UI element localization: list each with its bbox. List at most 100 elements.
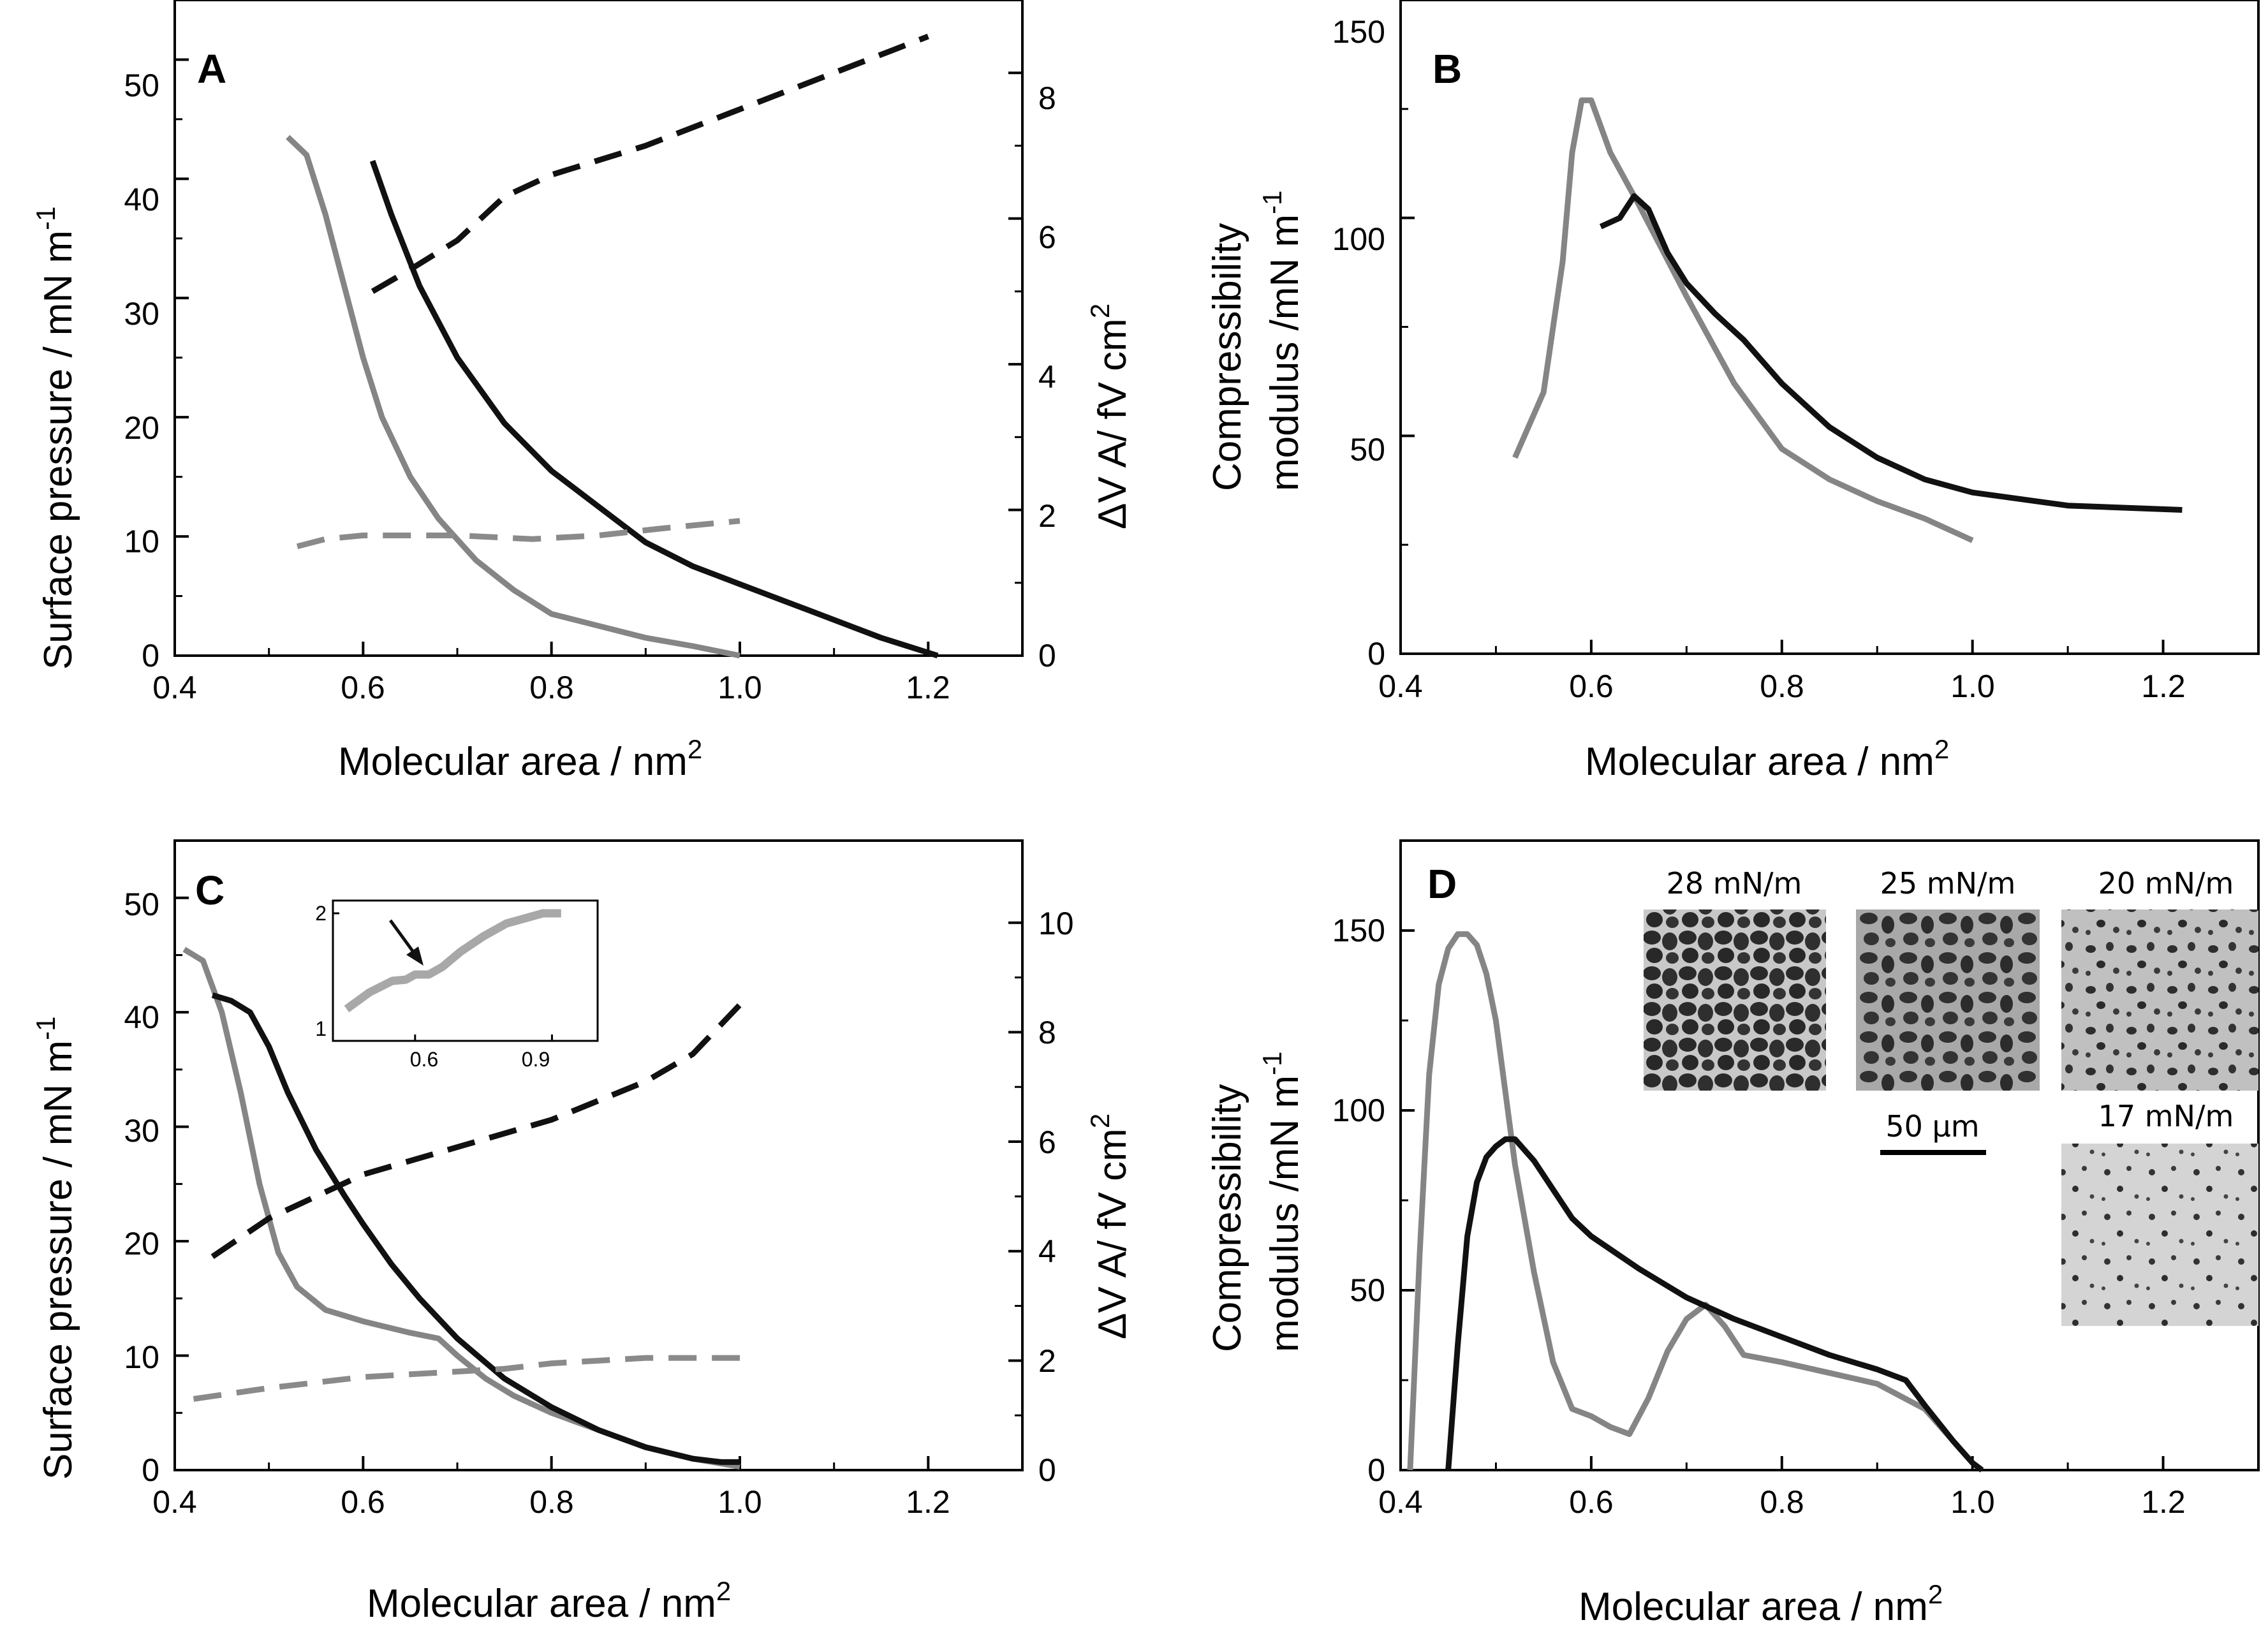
micrograph-image (1644, 909, 1826, 1091)
micrograph-image (2061, 1144, 2258, 1326)
panel-b-label: B (1432, 46, 1462, 92)
panel-d-ytick: 50 (1350, 1272, 1385, 1308)
panel-a-ytick: 0 (142, 638, 159, 674)
panel-d-plot-area (1399, 929, 2165, 1473)
panel-a-x-ticks: 0.4 0.6 0.8 1.0 1.2 (152, 670, 950, 705)
series-line (210, 1003, 742, 1260)
inset-xtick: 0.6 (410, 1048, 438, 1071)
panel-a-y2-ticks: 0 2 4 6 8 (1038, 80, 1056, 674)
panel-b-plot-area (1399, 0, 2183, 655)
scale-bar-label: 50 μm (1885, 1109, 1979, 1144)
panel-d-ylabel-line2: modulus /mN m-1 (1257, 1052, 1307, 1352)
panel-c-xtick: 1.2 (906, 1484, 950, 1520)
micrograph-label: 25 mN/m (1880, 866, 2016, 901)
panel-c-ytick: 40 (124, 999, 159, 1035)
panel-a-ytick: 20 (124, 410, 159, 446)
panel-c-y2tick: 6 (1038, 1124, 1056, 1160)
panel-a-y2tick: 4 (1038, 359, 1056, 395)
panel-d-xlabel: Molecular area / nm2 (1579, 1579, 1943, 1627)
panel-b-ytick: 100 (1332, 221, 1385, 257)
panel-b: B 0.4 0.6 0.8 1.0 1.2 0 50 100 150 Molec… (1205, 0, 2260, 784)
panel-c-y2tick: 8 (1038, 1015, 1056, 1050)
panel-b-ytick: 0 (1367, 636, 1385, 672)
panel-a-plot-area (173, 33, 1022, 659)
panel-c-xtick: 0.6 (341, 1484, 385, 1520)
series-line (369, 159, 939, 659)
panel-b-x-ticks: 0.4 0.6 0.8 1.0 1.2 (1378, 668, 2186, 704)
panel-a-xlabel: Molecular area / nm2 (338, 734, 702, 784)
micrograph-image (1856, 909, 2040, 1091)
scale-bar-line (1880, 1150, 1986, 1155)
panel-c-y2tick: 10 (1038, 906, 1074, 941)
panel-b-ytick: 50 (1350, 432, 1385, 467)
panel-c-ytick: 0 (142, 1452, 159, 1488)
panel-c-y2label: ΔV A/ fV cm2 (1085, 1114, 1135, 1339)
panel-b-ylabel-line1: Compressibility (1205, 223, 1249, 491)
inset-ytick: 2 (315, 902, 327, 925)
panel-d-xtick: 0.6 (1569, 1484, 1614, 1520)
panel-a-y2tick: 0 (1038, 638, 1056, 674)
panel-b-xlabel: Molecular area / nm2 (1585, 734, 1949, 784)
panel-c-x-ticks: 0.4 0.6 0.8 1.0 1.2 (152, 1484, 950, 1520)
panel-b-xtick: 1.0 (1950, 668, 1995, 704)
panel-d-ytick: 100 (1332, 1093, 1385, 1128)
series-line (1445, 1136, 1984, 1473)
series-line (296, 518, 740, 550)
panel-b-ytick: 150 (1332, 14, 1385, 50)
micrograph-25: 25 mN/m (1856, 866, 2040, 1091)
panel-c-y-ticks: 0 10 20 30 40 50 (124, 887, 159, 1488)
panel-c-xtick: 0.8 (529, 1484, 574, 1520)
panel-d-xtick: 0.4 (1378, 1484, 1423, 1520)
inset-frame (332, 899, 599, 1042)
panel-c-ytick: 10 (124, 1339, 159, 1375)
panel-d-x-ticks: 0.4 0.6 0.8 1.0 1.2 (1378, 1484, 2186, 1520)
micrograph-label: 28 mN/m (1667, 866, 1802, 901)
panel-a-y2tick: 6 (1038, 219, 1056, 255)
panel-d-xtick: 0.8 (1760, 1484, 1804, 1520)
panel-a-y-ticks: 0 10 20 30 40 50 (124, 68, 159, 674)
panel-d: D 0.4 0.6 0.8 1.0 1.2 0 50 100 150 Molec… (1205, 839, 2260, 1627)
panel-a-xtick: 0.8 (529, 670, 574, 705)
panel-b-frame (1399, 0, 2260, 655)
panel-a-frame (173, 0, 1024, 657)
panel-b-xtick: 0.6 (1569, 668, 1614, 704)
micrograph-label: 17 mN/m (2098, 1099, 2234, 1133)
panel-a-xtick: 0.6 (341, 670, 385, 705)
panel-a-y2tick: 8 (1038, 80, 1056, 116)
panel-a-xtick: 0.4 (152, 670, 197, 705)
panel-a-ytick: 10 (124, 524, 159, 559)
panel-a-label: A (197, 46, 226, 92)
inset-series-line (344, 909, 561, 1013)
micrograph-image (2061, 909, 2258, 1091)
micrograph-28: 28 mN/m (1644, 866, 1826, 1091)
inset-ytick: 1 (315, 1017, 327, 1040)
panel-c-y2tick: 0 (1038, 1452, 1056, 1488)
series-line (211, 992, 740, 1465)
panel-c-y2tick: 4 (1038, 1233, 1056, 1269)
panel-c-xlabel: Molecular area / nm2 (367, 1576, 731, 1626)
series-line (286, 135, 740, 659)
panel-c-y2-ticks: 0 2 4 6 8 10 (1038, 906, 1074, 1488)
panel-b-xtick: 1.2 (2141, 668, 2186, 704)
panel-a-ytick: 30 (124, 296, 159, 332)
panel-c-xtick: 0.4 (152, 1484, 197, 1520)
panel-a-ytick: 40 (124, 182, 159, 217)
panel-c-y2tick: 2 (1038, 1343, 1056, 1379)
panel-c-ytick: 20 (124, 1226, 159, 1262)
series-line (193, 1355, 740, 1402)
panel-d-ytick: 0 (1367, 1452, 1385, 1488)
micrograph-label: 20 mN/m (2098, 866, 2234, 901)
panel-c: C 0.4 0.6 0.8 1.0 1.2 0 10 20 30 40 50 0… (31, 839, 1135, 1626)
panel-a-ytick: 50 (124, 68, 159, 103)
panel-c-frame (173, 839, 1024, 1471)
panel-c-label: C (195, 867, 225, 913)
panel-d-xtick: 1.0 (1950, 1484, 1995, 1520)
series-line (1407, 931, 1975, 1471)
panel-c-ytick: 50 (124, 887, 159, 922)
panel-d-xtick: 1.2 (2141, 1484, 2186, 1520)
panel-d-y-ticks: 0 50 100 150 (1332, 913, 1385, 1488)
panel-b-xtick: 0.8 (1760, 668, 1804, 704)
panel-b-ylabel-line2: modulus /mN m-1 (1257, 191, 1307, 491)
micrograph-17: 17 mN/m (2061, 1099, 2258, 1326)
